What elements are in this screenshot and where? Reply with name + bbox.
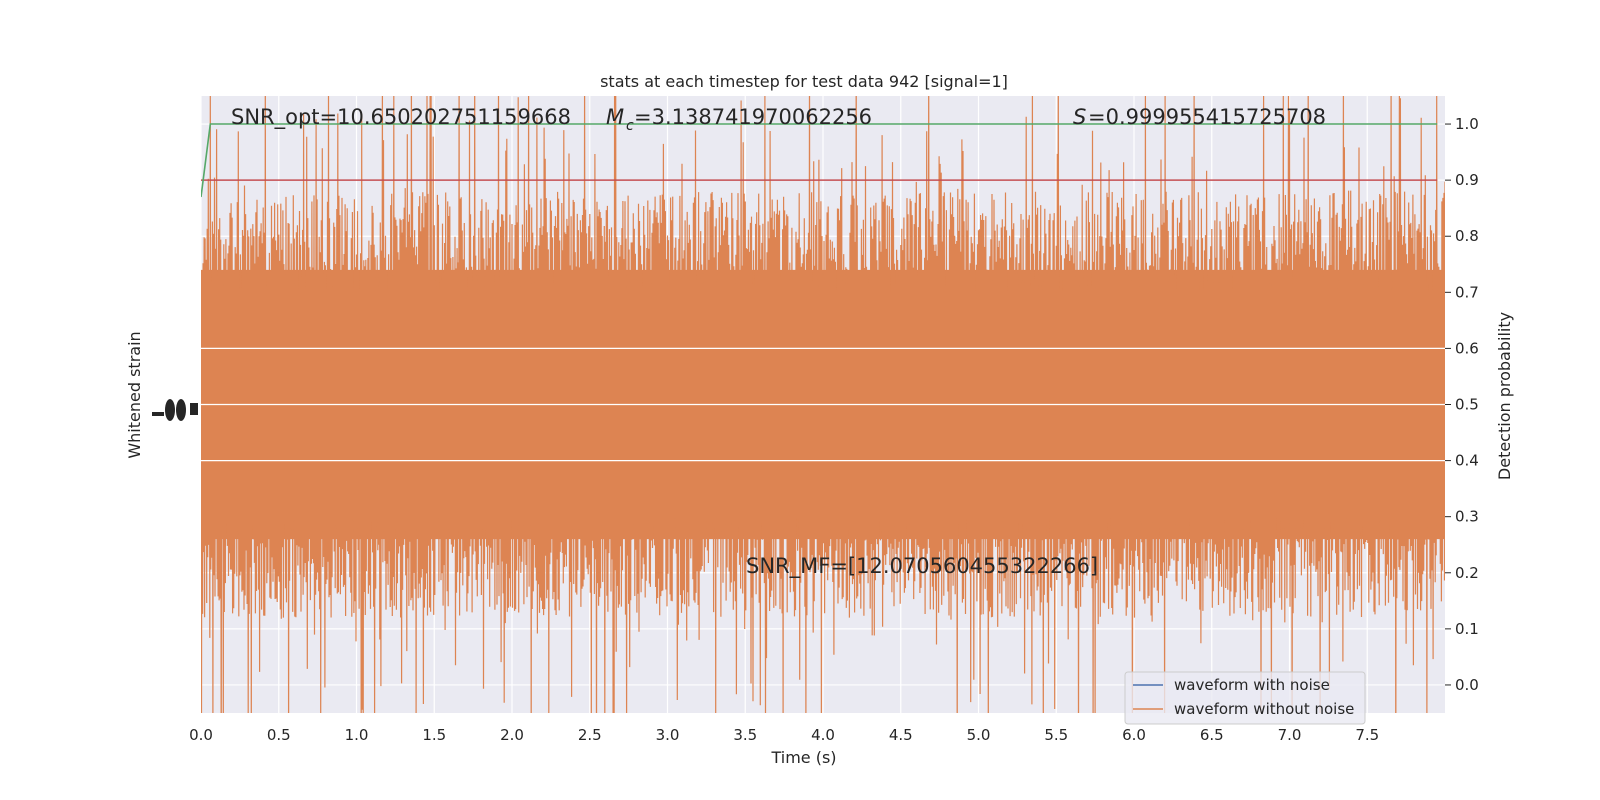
legend-box xyxy=(1124,671,1366,725)
chart-title: stats at each timestep for test data 942… xyxy=(600,72,1008,91)
stat-s-symbol: S xyxy=(1073,105,1086,129)
legend-label-without-noise: waveform without noise xyxy=(1174,700,1354,718)
x-tick-label: 7.0 xyxy=(1278,726,1302,744)
left-tick-blob xyxy=(190,403,198,415)
stat-s-value: =0.999955415725708 xyxy=(1088,105,1326,129)
legend-label-with-noise: waveform with noise xyxy=(1174,676,1330,694)
y-tick-label: 1.0 xyxy=(1455,115,1479,133)
x-tick-label: 5.0 xyxy=(967,726,991,744)
left-axis-tick-labels xyxy=(152,399,198,421)
x-axis: 0.0 0.5 1.0 1.5 2.0 2.5 3.0 3.5 4.0 4.5 5.0 5.5 6.0 6… xyxy=(189,726,1379,744)
x-tick-label: 1.0 xyxy=(345,726,369,744)
x-tick-label: 0.0 xyxy=(189,726,213,744)
legend: waveform with noise waveform without noi… xyxy=(1124,671,1366,725)
x-tick-label: 0.5 xyxy=(267,726,291,744)
y-axis-label-right: Detection probability xyxy=(1495,312,1514,480)
x-axis-label: Time (s) xyxy=(770,748,836,767)
stat-s-annotation: S =0.999955415725708 xyxy=(1073,105,1326,129)
detection-probability-line xyxy=(201,123,1438,198)
y-tick-label: 0.9 xyxy=(1455,171,1479,189)
left-tick-blob xyxy=(152,412,164,416)
snr-mf-annotation: SNR_MF=[12.070560455322266] xyxy=(746,554,1098,579)
chirp-mass-subscript: c xyxy=(626,118,634,134)
x-tick-label: 6.0 xyxy=(1122,726,1146,744)
y-tick-label: 0.7 xyxy=(1455,283,1479,301)
x-tick-label: 5.5 xyxy=(1044,726,1068,744)
chirp-mass-annotation: M c =3.138741970062256 xyxy=(606,105,872,134)
x-tick-label: 6.5 xyxy=(1200,726,1224,744)
x-tick-label: 3.0 xyxy=(656,726,680,744)
chirp-mass-symbol: M xyxy=(606,105,624,129)
x-tick-label: 2.0 xyxy=(500,726,524,744)
y-tick-label: 0.0 xyxy=(1455,676,1479,694)
left-tick-blob xyxy=(176,399,186,421)
y-tick-label: 0.1 xyxy=(1455,620,1479,638)
x-tick-label: 2.5 xyxy=(578,726,602,744)
y-axis-right: 0.0 0.1 0.2 0.3 0.4 0.5 0.6 0.7 0.8 0.9 1.0 xyxy=(1445,115,1479,694)
y-tick-label: 0.8 xyxy=(1455,227,1479,245)
x-tick-label: 4.5 xyxy=(889,726,913,744)
y-tick-label: 0.5 xyxy=(1455,396,1479,414)
y-axis-label-left: Whitened strain xyxy=(125,331,144,458)
y-tick-label: 0.6 xyxy=(1455,339,1479,357)
y-tick-label: 0.3 xyxy=(1455,508,1479,526)
waveform-trace xyxy=(201,96,1445,713)
chirp-mass-value: =3.138741970062256 xyxy=(634,105,872,129)
left-tick-blob xyxy=(165,399,175,421)
x-tick-label: 7.5 xyxy=(1355,726,1379,744)
x-tick-label: 1.5 xyxy=(422,726,446,744)
snr-opt-annotation: SNR_opt=10.650202751159668 xyxy=(231,105,571,130)
x-tick-label: 3.5 xyxy=(733,726,757,744)
waveform-without-noise-line xyxy=(201,96,1445,713)
detection-probability-layer xyxy=(201,123,1438,198)
y-tick-label: 0.4 xyxy=(1455,452,1479,470)
x-tick-label: 4.0 xyxy=(811,726,835,744)
y-tick-label: 0.2 xyxy=(1455,564,1479,582)
